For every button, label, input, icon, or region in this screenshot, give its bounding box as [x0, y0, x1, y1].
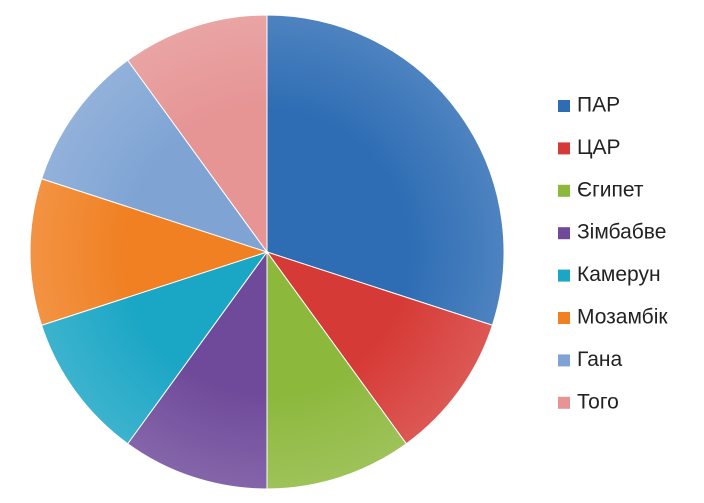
- pie-slice: [40, 59, 269, 253]
- legend-label: Мозамбік: [577, 306, 668, 329]
- legend-swatch: [558, 354, 570, 367]
- legend-label: ЦАР: [577, 136, 621, 159]
- pie-slice: [126, 250, 268, 490]
- legend-swatch: [558, 312, 570, 324]
- pie-slice: [266, 250, 408, 490]
- legend-label: Зімбабве: [577, 221, 666, 244]
- legend-swatch: [558, 100, 570, 112]
- legend-label: Єгипет: [577, 178, 644, 201]
- legend-label: Того: [577, 390, 619, 413]
- legend-swatch: [558, 396, 570, 409]
- pie-slice: [29, 178, 269, 326]
- legend-label: Гана: [577, 348, 622, 371]
- pie-slice: [265, 251, 494, 445]
- legend-label: ПАР: [577, 94, 620, 117]
- legend-swatch: [558, 184, 570, 197]
- legend-label: Камерун: [577, 263, 661, 286]
- pie-slice: [266, 14, 505, 326]
- legend-swatch: [558, 227, 570, 240]
- legend-swatch: [558, 269, 570, 282]
- legend-swatch: [558, 142, 570, 155]
- pie-slice: [40, 251, 269, 445]
- pie-slice: [126, 14, 268, 254]
